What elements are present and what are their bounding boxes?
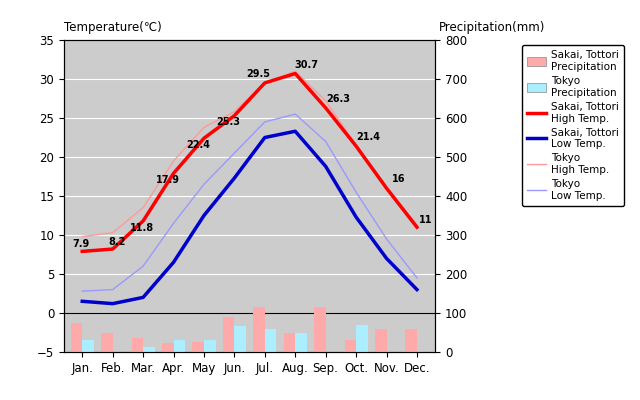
Bar xyxy=(284,332,295,352)
Bar xyxy=(101,332,113,352)
Bar xyxy=(204,340,216,352)
Bar xyxy=(193,342,204,352)
Bar xyxy=(83,340,94,352)
Text: Temperature(℃): Temperature(℃) xyxy=(64,21,162,34)
Bar xyxy=(70,323,83,352)
Text: 11.8: 11.8 xyxy=(129,223,154,233)
Bar xyxy=(223,317,234,352)
Bar xyxy=(253,307,265,352)
Bar xyxy=(162,343,173,352)
Text: 22.4: 22.4 xyxy=(186,140,210,150)
Bar xyxy=(295,332,307,352)
Text: 16: 16 xyxy=(392,174,405,184)
Text: 11: 11 xyxy=(419,215,433,225)
Bar xyxy=(314,307,326,352)
Bar xyxy=(405,329,417,352)
Bar xyxy=(173,340,185,352)
Bar xyxy=(375,329,387,352)
Text: 30.7: 30.7 xyxy=(294,60,318,70)
Bar xyxy=(113,352,124,364)
Text: 21.4: 21.4 xyxy=(356,132,380,142)
Text: 26.3: 26.3 xyxy=(326,94,350,104)
Legend: Sakai, Tottori
Precipitation, Tokyo
Precipitation, Sakai, Tottori
High Temp., Sa: Sakai, Tottori Precipitation, Tokyo Prec… xyxy=(522,45,625,206)
Bar xyxy=(143,346,155,352)
Bar xyxy=(387,352,398,354)
Bar xyxy=(356,325,367,352)
Text: 8.2: 8.2 xyxy=(109,237,126,247)
Bar xyxy=(132,338,143,352)
Bar xyxy=(265,329,276,352)
Text: 29.5: 29.5 xyxy=(247,69,271,79)
Bar xyxy=(417,352,429,375)
Text: 17.9: 17.9 xyxy=(156,175,179,185)
Text: Precipitation(mm): Precipitation(mm) xyxy=(438,21,545,34)
Text: 7.9: 7.9 xyxy=(72,239,90,249)
Bar xyxy=(234,326,246,352)
Text: 25.3: 25.3 xyxy=(216,117,240,127)
Bar xyxy=(344,340,356,352)
